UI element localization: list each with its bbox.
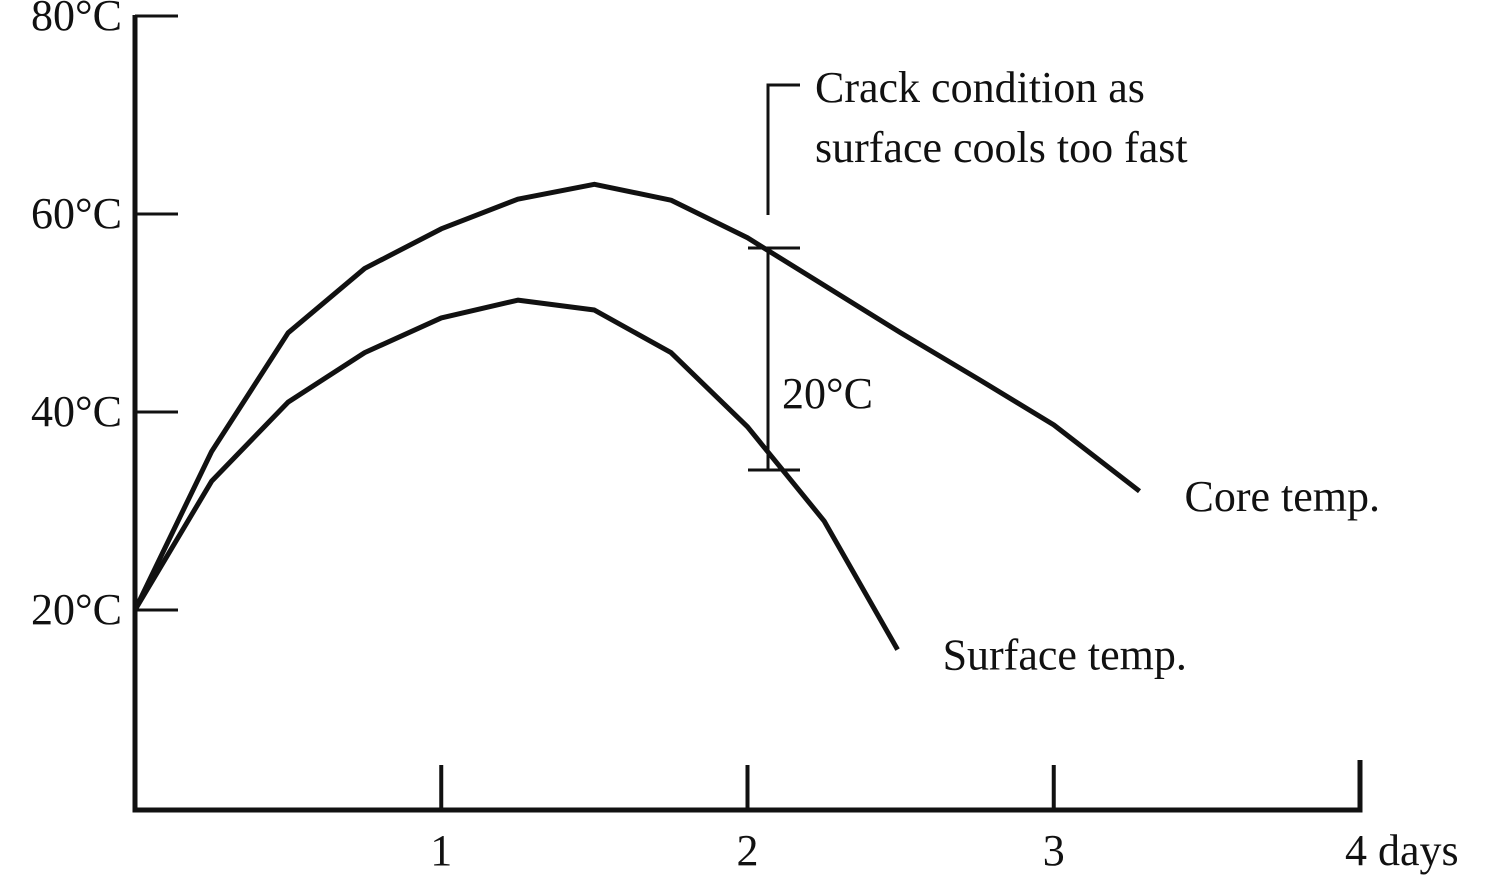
y-tick-label: 20°C xyxy=(31,585,122,634)
y-tick-label: 60°C xyxy=(31,189,122,238)
x-tick-label: 2 xyxy=(737,826,759,875)
annotation: Crack condition as xyxy=(815,63,1145,112)
y-tick-label: 40°C xyxy=(31,387,122,436)
difference-bracket xyxy=(748,246,800,472)
annotation-bracket xyxy=(766,83,800,215)
x-tick-label: 4 days xyxy=(1345,826,1459,875)
line xyxy=(132,297,900,651)
x-tick-label: 3 xyxy=(1043,826,1065,875)
y-tick-label: 80°C xyxy=(31,0,122,40)
annotation: 20°C xyxy=(782,369,873,418)
x-tick-label: 1 xyxy=(430,826,452,875)
series-label: Surface temp. xyxy=(943,631,1187,680)
line xyxy=(132,181,1142,612)
annotation: surface cools too fast xyxy=(815,123,1188,172)
series-label: Core temp. xyxy=(1185,472,1381,521)
